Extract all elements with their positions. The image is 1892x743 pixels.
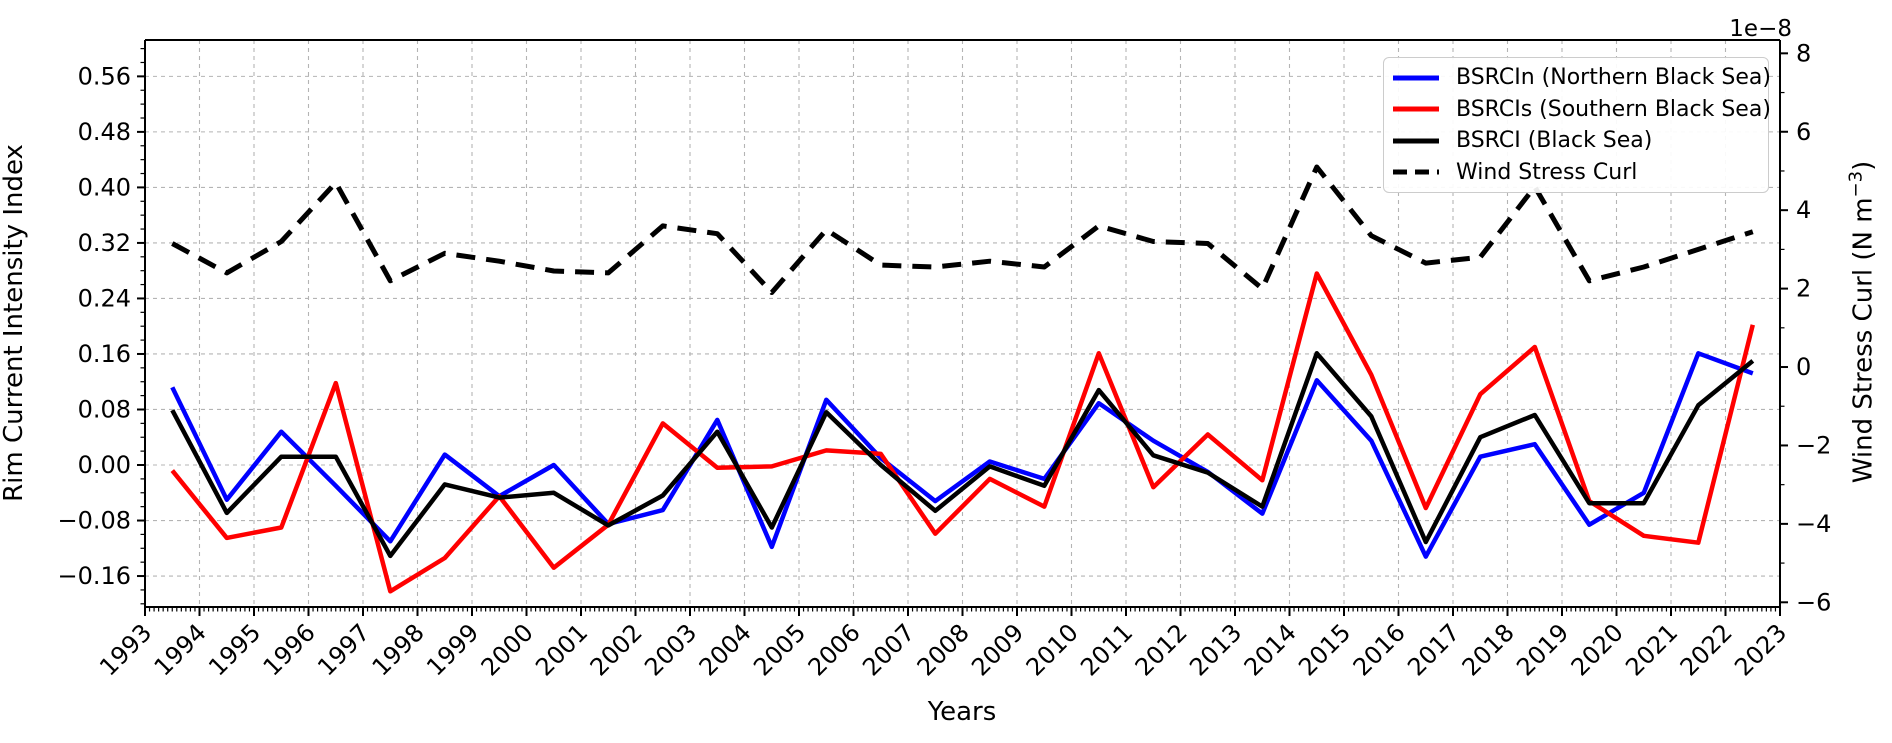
svg-text:0.24: 0.24 <box>78 284 131 312</box>
svg-text:0.00: 0.00 <box>78 451 131 479</box>
right-axis-title-pre: Wind Stress Curl (N m <box>1848 197 1879 484</box>
legend-item-wind-stress-curl: Wind Stress Curl <box>1392 157 1758 188</box>
svg-text:1999: 1999 <box>421 618 484 681</box>
svg-text:1995: 1995 <box>203 618 266 681</box>
legend-label: BSRCIs (Southern Black Sea) <box>1456 96 1771 122</box>
svg-text:2010: 2010 <box>1021 618 1084 681</box>
svg-text:2007: 2007 <box>857 618 920 681</box>
svg-text:0.48: 0.48 <box>78 118 131 146</box>
legend-line-sample-bsrcin <box>1393 75 1439 81</box>
right-axis-title-post: ) <box>1848 160 1879 171</box>
svg-text:8: 8 <box>1796 39 1811 67</box>
series-line-2 <box>170 351 1755 559</box>
svg-text:2016: 2016 <box>1348 618 1411 681</box>
svg-text:2005: 2005 <box>748 618 811 681</box>
right-axis-title: Wind Stress Curl (N m−3) <box>1846 161 1879 483</box>
series-line-0 <box>170 351 1754 559</box>
right-axis-title-sup: −3 <box>1845 170 1867 198</box>
svg-text:0.16: 0.16 <box>78 340 131 368</box>
svg-text:2000: 2000 <box>476 618 539 681</box>
svg-text:1998: 1998 <box>367 618 430 681</box>
svg-text:2023: 2023 <box>1729 618 1792 681</box>
svg-text:1993: 1993 <box>94 618 157 681</box>
svg-text:−0.16: −0.16 <box>57 562 131 590</box>
svg-text:2: 2 <box>1796 275 1811 303</box>
series-line-1 <box>170 271 1755 594</box>
svg-text:2004: 2004 <box>694 618 757 681</box>
svg-text:2021: 2021 <box>1620 618 1683 681</box>
svg-text:0.56: 0.56 <box>78 62 131 90</box>
svg-text:2012: 2012 <box>1130 618 1193 681</box>
svg-text:2001: 2001 <box>530 618 593 681</box>
axis-offset-text: 1e−8 <box>1729 16 1792 42</box>
svg-text:2009: 2009 <box>966 618 1029 681</box>
data-series <box>170 164 1755 594</box>
svg-text:0: 0 <box>1796 353 1811 381</box>
legend-item-bsrci: BSRCI (Black Sea) <box>1392 125 1758 156</box>
legend: BSRCIn (Northern Black Sea) BSRCIs (Sout… <box>1383 57 1771 193</box>
svg-text:−0.08: −0.08 <box>57 507 131 535</box>
legend-line-sample-bsrci <box>1393 138 1439 144</box>
svg-text:0.40: 0.40 <box>78 173 131 201</box>
svg-text:4: 4 <box>1796 196 1811 224</box>
left-axis-title: Rim Current Intensity Index <box>0 144 29 502</box>
svg-text:1994: 1994 <box>149 618 212 681</box>
svg-text:2013: 2013 <box>1184 618 1247 681</box>
svg-text:2022: 2022 <box>1675 618 1738 681</box>
svg-text:1996: 1996 <box>258 618 321 681</box>
svg-text:2003: 2003 <box>639 618 702 681</box>
legend-line-sample-wind-stress-curl <box>1393 169 1439 175</box>
svg-text:6: 6 <box>1796 118 1811 146</box>
legend-label: BSRCI (Black Sea) <box>1456 128 1653 154</box>
svg-text:−2: −2 <box>1796 431 1831 459</box>
svg-text:2015: 2015 <box>1293 618 1356 681</box>
svg-text:2017: 2017 <box>1402 618 1465 681</box>
svg-text:2006: 2006 <box>803 618 866 681</box>
legend-item-bsrcis: BSRCIs (Southern Black Sea) <box>1392 94 1771 125</box>
svg-text:1997: 1997 <box>312 618 375 681</box>
legend-label: BSRCIn (Northern Black Sea) <box>1456 65 1771 91</box>
legend-line-sample-bsrcis <box>1393 106 1439 112</box>
axis-ticks <box>137 48 1788 616</box>
svg-text:2018: 2018 <box>1457 618 1520 681</box>
legend-item-bsrcin: BSRCIn (Northern Black Sea) <box>1392 62 1771 93</box>
svg-text:2008: 2008 <box>912 618 975 681</box>
svg-text:0.32: 0.32 <box>78 229 131 257</box>
svg-text:−6: −6 <box>1796 588 1831 616</box>
svg-text:0.08: 0.08 <box>78 395 131 423</box>
svg-text:2011: 2011 <box>1075 618 1138 681</box>
series-line-3 <box>171 164 1754 295</box>
gridlines <box>144 40 1781 607</box>
svg-text:2019: 2019 <box>1511 618 1574 681</box>
svg-text:−4: −4 <box>1796 510 1831 538</box>
svg-text:2020: 2020 <box>1566 618 1629 681</box>
svg-text:2002: 2002 <box>585 618 648 681</box>
legend-label: Wind Stress Curl <box>1456 159 1638 185</box>
svg-text:2014: 2014 <box>1239 618 1302 681</box>
x-axis-title: Years <box>927 697 997 727</box>
